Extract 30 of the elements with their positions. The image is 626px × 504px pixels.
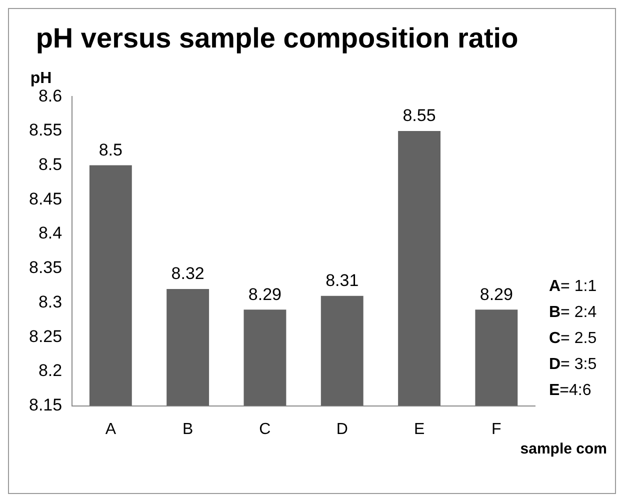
- x-tick-label: E: [414, 420, 425, 438]
- text: B= 2:4: [549, 304, 597, 322]
- data-label: 8.29: [248, 284, 282, 304]
- data-label: 8.31: [326, 271, 359, 290]
- y-tick-label: 8.2: [38, 361, 62, 380]
- y-tick-label: 8.3: [38, 292, 62, 312]
- y-tick-label: 8.45: [28, 189, 62, 208]
- y-axis-title: pH: [30, 70, 52, 88]
- y-tick-label: 8.4: [38, 224, 62, 243]
- x-tick-label: F: [492, 420, 502, 438]
- data-label: 8.32: [171, 264, 204, 284]
- y-tick-label: 8.15: [28, 395, 62, 414]
- data-label: 8.29: [480, 284, 513, 304]
- y-tick-label: 8.55: [28, 120, 62, 140]
- chart-title: pH versus sample composition ratio: [36, 22, 518, 54]
- x-tick-label: C: [259, 420, 271, 438]
- text: A= 1:1: [549, 278, 597, 296]
- y-tick-label: 8.25: [28, 326, 62, 346]
- x-tick-label: D: [336, 420, 348, 438]
- text: C= 2.5: [549, 330, 597, 348]
- text: E=4:6: [549, 382, 592, 400]
- y-tick-label: 8.5: [38, 155, 62, 174]
- x-axis-title: sample com: [520, 440, 607, 458]
- text: D= 3:5: [549, 356, 597, 374]
- x-tick-label: B: [182, 420, 194, 438]
- y-tick-label: 8.6: [38, 86, 62, 106]
- data-label: 8.5: [98, 140, 122, 160]
- y-tick-label: 8.35: [28, 258, 62, 278]
- x-tick-label: A: [105, 420, 116, 438]
- data-label: 8.55: [402, 106, 436, 126]
